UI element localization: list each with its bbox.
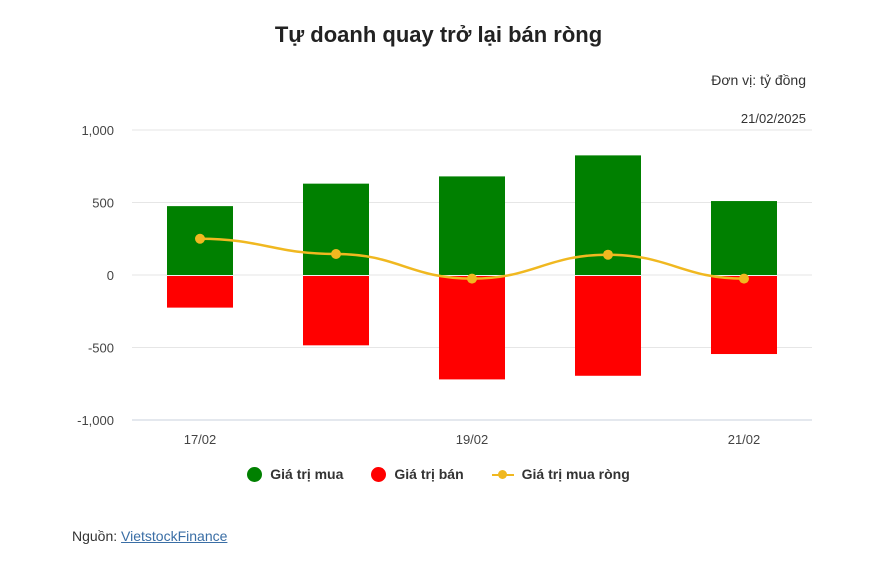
source-note: Nguồn: VietstockFinance (72, 528, 227, 544)
net-point (739, 273, 749, 284)
y-tick-label: 500 (92, 196, 114, 211)
y-tick-label: 1,000 (81, 123, 114, 138)
net-point (603, 249, 613, 260)
legend-item-sell[interactable]: Giá trị bán (371, 466, 464, 482)
sell-bar (439, 276, 505, 380)
sell-bar (167, 276, 233, 308)
x-tick-label: 17/02 (184, 432, 217, 447)
unit-label: Đơn vị: tỷ đồng (711, 72, 806, 88)
legend-item-net[interactable]: Giá trị mua ròng (491, 466, 630, 482)
net-point (331, 248, 341, 259)
legend-marker-buy (247, 466, 263, 482)
sell-bar (711, 276, 777, 355)
sell-bar (575, 276, 641, 376)
y-tick-label: 0 (107, 268, 114, 283)
legend-label-buy: Giá trị mua (270, 466, 344, 482)
chart-title: Tự doanh quay trở lại bán ròng (274, 22, 603, 47)
net-point (195, 233, 205, 244)
y-axis-ticks: 1,000 500 0 -500 -1,000 (77, 123, 114, 428)
net-point (467, 273, 477, 284)
legend-item-buy[interactable]: Giá trị mua (247, 466, 343, 482)
legend-label-net: Giá trị mua ròng (521, 466, 630, 482)
legend-label-sell: Giá trị bán (394, 466, 464, 482)
sell-bar (303, 276, 369, 346)
buy-bar (711, 201, 777, 275)
buy-bar (439, 176, 505, 275)
net-line (195, 233, 749, 284)
legend-marker-sell (371, 466, 387, 482)
source-link[interactable]: VietstockFinance (121, 528, 228, 544)
buy-bar (303, 183, 369, 275)
chart-plot-area: 1,000 500 0 -500 -1,000 17/02 19/02 21/02 (77, 123, 812, 447)
y-tick-label: -500 (88, 341, 114, 356)
bars (167, 155, 777, 380)
source-label: Nguồn: (72, 528, 122, 544)
x-tick-label: 19/02 (456, 432, 489, 447)
x-axis-ticks: 17/02 19/02 21/02 (184, 432, 761, 447)
legend-marker-net (491, 467, 514, 482)
x-tick-label: 21/02 (728, 432, 761, 447)
date-label: 21/02/2025 (740, 111, 806, 126)
y-tick-label: -1,000 (77, 413, 114, 428)
legend: Giá trị mua Giá trị bán Giá trị mua ròng (0, 466, 877, 482)
